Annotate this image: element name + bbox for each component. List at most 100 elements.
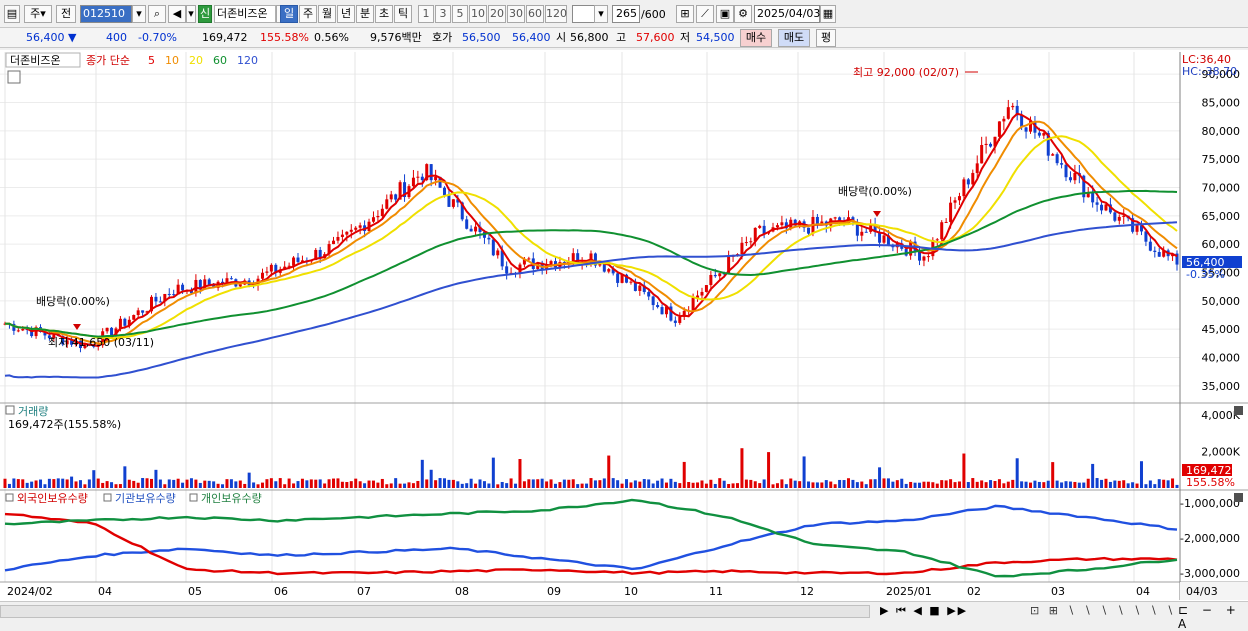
horizontal-scrollbar[interactable] (0, 605, 870, 618)
candle-body (700, 291, 704, 296)
candle-body (607, 269, 611, 272)
volume-bar (749, 479, 753, 488)
candle-body (1153, 250, 1157, 253)
volume-bar (660, 478, 664, 488)
candle-body (1024, 127, 1028, 132)
period-button[interactable]: 분 (356, 5, 374, 23)
volume-bar (602, 478, 606, 488)
period-button[interactable]: 년 (337, 5, 355, 23)
high-annotation: 최고 92,000 (02/07) (853, 66, 959, 79)
candle-body (882, 235, 886, 243)
interval-button[interactable]: 10 (469, 5, 487, 23)
volume-bar (234, 481, 238, 488)
interval-button[interactable]: 120 (545, 5, 567, 23)
price-change: 400 (106, 31, 127, 44)
panel-close-icon[interactable] (1234, 493, 1243, 502)
volume-bar (296, 481, 300, 488)
date-input[interactable]: 2025/04/03 (754, 5, 820, 23)
market-select[interactable]: 주▾ (24, 5, 52, 23)
volume-bar (669, 478, 673, 488)
volume-current-text: 169,472 (1186, 464, 1232, 477)
candle-body (172, 294, 176, 296)
candle-body (562, 262, 566, 264)
period-button[interactable]: 일 (280, 5, 298, 23)
dividend-marker-icon (873, 211, 881, 217)
panel-toggle-icon[interactable] (5, 405, 15, 415)
playback-controls[interactable]: ▶ ⏮ ◀ ■ ▶▶ (880, 604, 969, 617)
interval-button[interactable]: 20 (488, 5, 506, 23)
price-change-pct: -0.70% (138, 31, 177, 44)
volume-bar (895, 480, 899, 488)
legend-toggle-icon[interactable] (189, 493, 198, 502)
volume-bar (221, 484, 225, 488)
candle-body (1064, 164, 1068, 178)
buy-button[interactable]: 매수 (740, 29, 772, 47)
window-menu-icon[interactable]: ▤ (4, 5, 20, 23)
lc-value: LC:36,40 (1182, 53, 1231, 66)
interval-button[interactable]: 30 (507, 5, 525, 23)
legend-toggle-icon[interactable] (5, 493, 14, 502)
volume-bar (966, 482, 970, 488)
save-icon[interactable]: ▣ (716, 5, 734, 23)
candle-body (940, 222, 944, 240)
candle-body (12, 323, 16, 331)
candle-body (926, 256, 930, 258)
calendar-icon[interactable]: ▦ (820, 5, 836, 23)
tool-icons[interactable]: ⊡ ⊞ ∖ ∖ ∖ ∖ ∖ ∖ ∖ (1030, 604, 1177, 617)
candle-body (43, 331, 47, 336)
eval-button[interactable]: 평 (816, 29, 836, 47)
panel-stock-name: 더존비즈온 (10, 54, 61, 67)
zoom-controls[interactable]: ⊏ − + A (1178, 603, 1241, 631)
code-dropdown-icon[interactable]: ▾ (132, 5, 146, 23)
prev-button[interactable]: 전 (56, 5, 76, 23)
gear-icon[interactable]: ⚙ (734, 5, 752, 23)
volume-bar (656, 480, 660, 488)
volume-bar (3, 478, 7, 488)
volume-bar (1060, 482, 1064, 488)
period-button[interactable]: 초 (375, 5, 393, 23)
indicator-icon[interactable]: ⊞ (676, 5, 694, 23)
period-button[interactable]: 틱 (394, 5, 412, 23)
candle-body (980, 145, 984, 164)
volume-bar (252, 482, 256, 488)
candle-body (522, 259, 526, 265)
panel-close-icon[interactable] (1234, 406, 1243, 415)
candle-body (527, 258, 531, 260)
speaker-dropdown-icon[interactable]: ▾ (186, 5, 196, 23)
period-button[interactable]: 월 (318, 5, 336, 23)
chart-background (0, 50, 1248, 601)
interval-button[interactable]: 60 (526, 5, 544, 23)
candle-body (598, 263, 602, 266)
candle-body (971, 172, 975, 185)
bid-label: 호가 (432, 31, 453, 44)
volume-bar (1104, 478, 1108, 488)
period-button[interactable]: 주 (299, 5, 317, 23)
speaker-icon[interactable]: ◀ (168, 5, 186, 23)
interval-button[interactable]: 5 (452, 5, 468, 23)
candle-body (469, 228, 473, 232)
interval-button[interactable]: 3 (435, 5, 451, 23)
volume-bar (274, 481, 278, 488)
volume-bar (842, 480, 846, 488)
candle-body (660, 307, 664, 315)
volume-bar (571, 479, 575, 488)
y-tick-label: 70,000 (1202, 182, 1241, 195)
draw-tool-icon[interactable]: ⟋ (696, 5, 714, 23)
interval-dropdown-icon[interactable]: ▾ (594, 5, 608, 23)
stock-code-input[interactable]: 012510 (80, 5, 132, 23)
volume-bar (633, 480, 637, 488)
volume-bar (145, 478, 149, 488)
search-icon[interactable]: ⌕ (148, 5, 166, 23)
volume-bar (389, 483, 393, 488)
stock-chart[interactable]: 90,000 85,000 80,000 75,000 70,000 65,000 60,0… (0, 50, 1248, 601)
x-tick-label: 11 (709, 585, 723, 598)
volume-bar (96, 478, 100, 488)
count-input[interactable]: 265 (612, 5, 640, 23)
volume-bar (509, 478, 513, 488)
volume-bar (1139, 461, 1143, 488)
interval-button[interactable]: 1 (418, 5, 434, 23)
grid-toggle-icon[interactable] (7, 70, 21, 84)
legend-toggle-icon[interactable] (103, 493, 112, 502)
candle-body (855, 221, 859, 236)
sell-button[interactable]: 매도 (778, 29, 810, 47)
